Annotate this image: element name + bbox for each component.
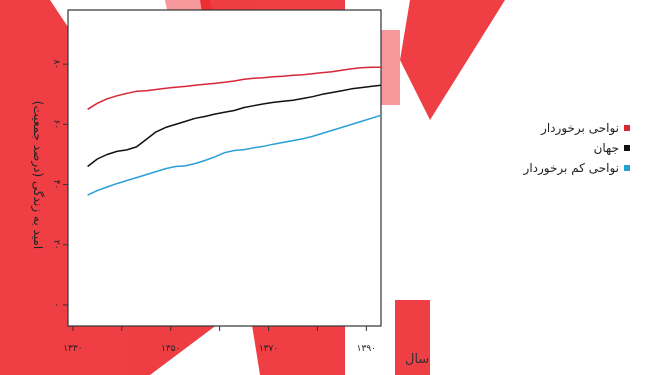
y-tick-label: ۶۰ [51,120,61,130]
y-axis-label: امید به زندگی (درصد جمعیت) [30,101,45,249]
legend-swatch-less-developed [624,165,630,171]
y-tick-label: ۰ [51,303,61,308]
legend-label-less-developed: نواحی کم برخوردار [523,161,619,175]
y-axis: ۰ ۲۰ ۴۰ ۶۰ ۸۰ [51,59,68,307]
x-tick-label: ۱۳۹۰ [357,344,376,354]
legend-label-world: جهان [593,141,619,155]
x-axis: ۱۳۳۰ ۱۳۵۰ ۱۳۷۰ ۱۳۹۰ [63,326,376,354]
data-lines [87,66,382,196]
legend-swatch-developed [624,125,630,131]
y-tick-label: ۸۰ [51,59,61,69]
legend: نواحی برخوردار جهان نواحی کم برخوردار [470,118,630,178]
plot-area [67,9,382,327]
x-axis-label: سال [405,352,430,367]
legend-item-world: جهان [470,138,630,158]
series-line-1 [87,84,382,168]
series-line-2 [87,114,382,196]
x-tick-label: ۱۳۳۰ [63,344,82,354]
series-line-0 [87,66,381,110]
y-tick-label: ۴۰ [51,180,61,190]
legend-item-less-developed: نواحی کم برخوردار [470,158,630,178]
y-tick-label: ۲۰ [51,240,61,250]
legend-item-developed: نواحی برخوردار [470,118,630,138]
legend-swatch-world [624,145,630,151]
x-tick-label: ۱۳۷۰ [259,344,278,354]
x-tick-label: ۱۳۵۰ [161,344,180,354]
legend-label-developed: نواحی برخوردار [541,121,619,135]
